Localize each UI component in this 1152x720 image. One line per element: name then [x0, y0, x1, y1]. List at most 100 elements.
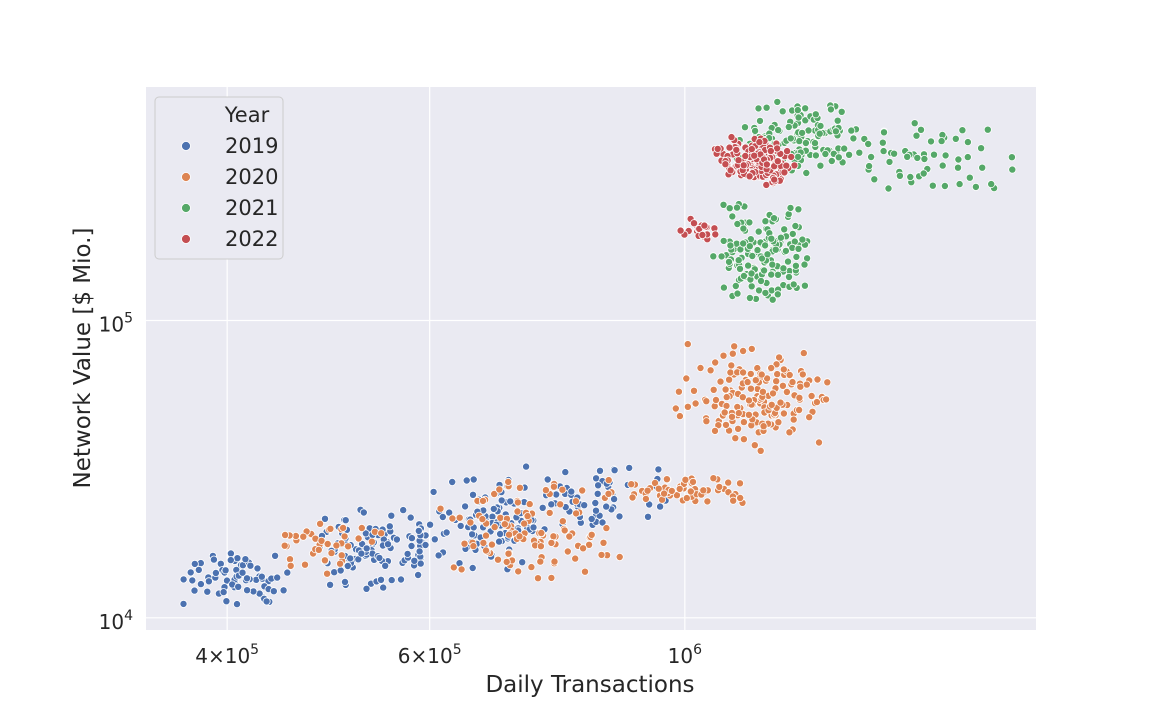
point-2021-325: [919, 169, 928, 178]
point-2020-91: [560, 526, 569, 535]
point-2020-346: [785, 428, 794, 437]
point-2020-367: [739, 435, 748, 444]
point-2019-174: [403, 549, 412, 558]
point-2020-288: [807, 391, 816, 400]
point-2019-137: [385, 522, 394, 531]
point-2021-330: [955, 180, 964, 189]
point-2020-302: [712, 395, 721, 404]
point-2021-313: [878, 138, 887, 147]
point-2020-301: [743, 378, 752, 387]
point-2019-266: [496, 530, 505, 539]
point-2019-94: [379, 583, 388, 592]
point-2021-275: [751, 126, 760, 135]
point-2021-346: [880, 128, 889, 137]
point-2021-331: [954, 163, 963, 172]
point-2020-130: [536, 542, 545, 551]
point-2019-291: [561, 468, 570, 477]
point-2021-181: [845, 150, 854, 159]
point-2021-333: [978, 163, 987, 172]
point-2021-343: [963, 153, 972, 162]
point-2020-297: [785, 370, 794, 379]
point-2020-124: [541, 486, 550, 495]
point-2021-245: [816, 161, 825, 170]
point-2022-152: [713, 144, 722, 153]
point-2020-198: [604, 476, 613, 485]
point-2020-123: [495, 485, 504, 494]
point-2019-161: [410, 556, 419, 565]
point-2020-309: [682, 374, 691, 383]
point-2019-194: [468, 564, 477, 573]
point-2021-332: [913, 153, 922, 162]
point-2021-62: [736, 264, 745, 273]
point-2021-21: [785, 272, 794, 281]
point-2019-196: [430, 535, 439, 544]
point-2021-157: [733, 219, 742, 228]
point-2020-44: [449, 563, 458, 572]
point-2019-56: [283, 568, 292, 577]
point-2019-189: [495, 537, 504, 546]
point-2019-16: [203, 587, 212, 596]
point-2021-108: [719, 236, 728, 245]
point-2020-354: [805, 413, 814, 422]
point-2019-244: [462, 476, 471, 485]
point-2019-290: [656, 502, 665, 511]
point-2021-344: [870, 175, 879, 184]
point-2022-182: [750, 151, 759, 160]
point-2020-250: [774, 418, 783, 427]
point-2021-110: [726, 241, 735, 250]
point-2019-239: [497, 496, 506, 505]
point-2020-29: [281, 531, 290, 540]
data-points: [179, 97, 1017, 609]
point-2020-180: [641, 494, 650, 503]
point-2022-179: [780, 168, 789, 177]
point-2020-290: [795, 405, 804, 414]
point-2022-160: [726, 166, 735, 175]
point-2020-67: [487, 540, 496, 549]
point-2021-285: [784, 123, 793, 132]
point-2019-26: [186, 568, 195, 577]
point-2020-40: [547, 573, 556, 582]
point-2019-173: [414, 526, 423, 535]
point-2022-156: [787, 152, 796, 161]
point-2021-137: [761, 241, 770, 250]
point-2021-256: [794, 113, 803, 122]
point-2020-117: [513, 507, 522, 516]
point-2020-376: [722, 420, 731, 429]
point-2021-347: [965, 173, 974, 182]
point-2021-340: [940, 181, 949, 190]
point-2021-342: [1008, 165, 1017, 174]
point-2019-286: [610, 466, 619, 475]
point-2019-167: [326, 580, 335, 589]
point-2020-379: [767, 363, 776, 372]
point-2021-318: [834, 153, 843, 162]
point-2019-252: [506, 497, 515, 506]
point-2020-26: [339, 523, 348, 532]
point-2019-36: [209, 555, 218, 564]
point-2019-80: [426, 520, 435, 529]
point-2020-207: [662, 475, 671, 484]
point-2019-68: [179, 575, 188, 584]
point-2020-300: [775, 353, 784, 362]
point-2020-16: [300, 560, 309, 569]
point-2021-129: [771, 245, 780, 254]
point-2019-69: [243, 586, 252, 595]
point-2019-17: [253, 564, 262, 573]
point-2020-197: [699, 486, 708, 495]
point-2020-286: [725, 375, 734, 384]
point-2021-321: [941, 151, 950, 160]
point-2020-163: [703, 497, 712, 506]
y-tick-label-0: 104: [99, 608, 133, 634]
point-2020-219: [731, 434, 740, 443]
point-2020-174: [724, 478, 733, 487]
point-2019-306: [591, 498, 600, 507]
point-2021-337: [927, 137, 936, 146]
point-2021-88: [788, 229, 797, 238]
point-2020-179: [651, 478, 660, 487]
point-2020-78: [479, 538, 488, 547]
point-2020-371: [722, 393, 731, 402]
point-2021-138: [734, 256, 743, 265]
tick-labels: 4×105 6×105 106 104 105: [99, 310, 702, 668]
y-tick-label-1: 105: [99, 310, 133, 336]
point-2019-311: [596, 466, 605, 475]
point-2021-135: [733, 203, 742, 212]
